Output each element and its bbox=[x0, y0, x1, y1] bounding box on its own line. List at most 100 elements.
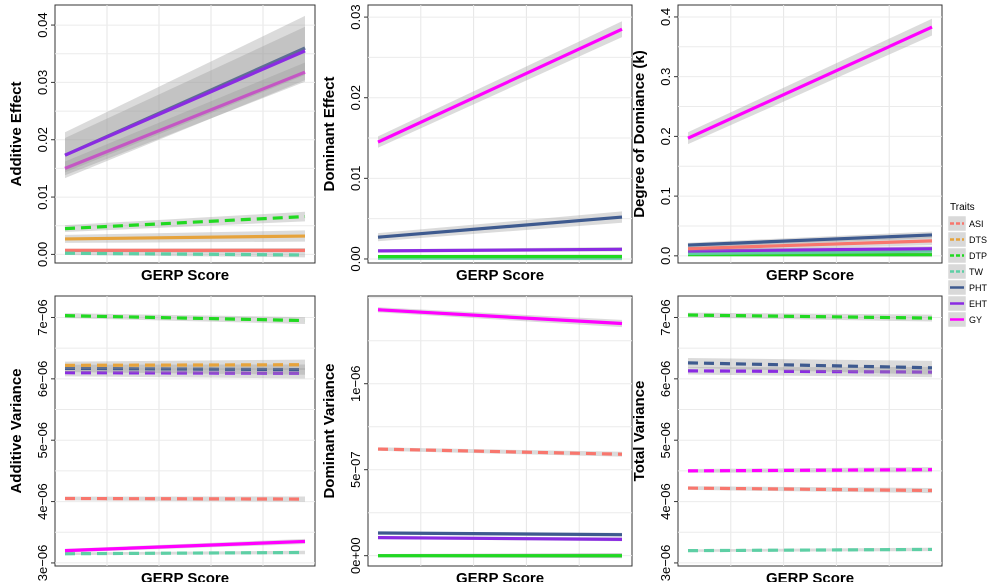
y-tick-label: 6e−06 bbox=[658, 361, 673, 398]
y-tick-label: 4e−06 bbox=[35, 483, 50, 520]
confidence-band-pht bbox=[65, 15, 305, 179]
y-axis-label: Dominant Variance bbox=[321, 363, 338, 498]
chart-panel-1: 0.00 0.01 0.02 0.03 0.04 GERP Score Additive E… bbox=[8, 4, 316, 284]
y-tick-label: 4e−06 bbox=[658, 483, 673, 520]
series-line-eht bbox=[377, 247, 623, 253]
y-tick-label: 0.03 bbox=[348, 4, 363, 29]
confidence-band-pht bbox=[688, 357, 932, 375]
legend-item-tw: TW bbox=[947, 263, 983, 280]
legend-title: Traits bbox=[950, 202, 975, 213]
y-tick-label: 0.1 bbox=[658, 187, 673, 205]
series-line-eht bbox=[377, 536, 623, 541]
series-line-eht bbox=[687, 369, 933, 374]
legend-label: GY bbox=[969, 315, 982, 325]
series-line-dtp bbox=[687, 313, 933, 320]
y-tick-label: 0.01 bbox=[348, 166, 363, 191]
series-line-pht bbox=[377, 215, 623, 239]
y-tick-label: 1e−06 bbox=[348, 365, 363, 402]
y-tick-label: 3e−06 bbox=[658, 545, 673, 582]
plot-area bbox=[54, 295, 316, 567]
y-tick-label: 0.2 bbox=[658, 127, 673, 145]
y-tick-label: 5e−07 bbox=[348, 451, 363, 488]
series-line-gy bbox=[64, 539, 306, 553]
series-line-tw bbox=[687, 249, 933, 256]
series-line-dts bbox=[64, 234, 306, 241]
plot-area bbox=[367, 295, 633, 567]
y-tick-label: 0.00 bbox=[348, 246, 363, 271]
series-line-gy bbox=[687, 25, 933, 140]
legend-item-gy: GY bbox=[947, 311, 982, 328]
legend-label: DTS bbox=[969, 235, 987, 245]
plot-area bbox=[54, 4, 316, 264]
x-axis-label: GERP Score bbox=[141, 267, 229, 284]
legend-label: TW bbox=[969, 267, 983, 277]
y-tick-label: 7e−06 bbox=[35, 299, 50, 336]
series-line-asi bbox=[687, 239, 933, 251]
series-line-gy bbox=[377, 308, 623, 326]
x-axis-label: GERP Score bbox=[766, 267, 854, 284]
legend-item-asi: ASI bbox=[947, 215, 984, 232]
y-tick-label: 0.0 bbox=[658, 247, 673, 265]
series-line-pht bbox=[687, 361, 933, 370]
x-axis-label: GERP Score bbox=[456, 570, 544, 582]
y-axis-label: Total Variance bbox=[631, 381, 648, 482]
confidence-band-eht bbox=[65, 26, 305, 173]
legend-item-dtp: DTP bbox=[947, 247, 987, 264]
y-tick-label: 0.02 bbox=[35, 127, 50, 152]
legend-item-pht: PHT bbox=[947, 279, 988, 296]
legend-label: ASI bbox=[969, 219, 984, 229]
series-line-tw bbox=[687, 547, 933, 553]
plot-area bbox=[677, 295, 943, 567]
chart-panel-4: 3e−06 4e−06 5e−06 6e−06 7e−06 GERP Score Addit… bbox=[8, 295, 316, 582]
series-line-tw bbox=[64, 251, 306, 257]
y-axis-label: Additive Effect bbox=[8, 81, 25, 186]
series-line-asi bbox=[377, 447, 623, 456]
y-tick-label: 0.01 bbox=[35, 184, 50, 209]
series-line-gy bbox=[64, 70, 306, 170]
y-tick-label: 0.03 bbox=[35, 70, 50, 95]
plot-area bbox=[677, 4, 943, 264]
series-line-pht bbox=[687, 233, 933, 247]
series-line-asi bbox=[64, 496, 306, 501]
series-line-asi bbox=[687, 486, 933, 493]
x-axis-label: GERP Score bbox=[141, 570, 229, 582]
y-tick-label: 0.3 bbox=[658, 68, 673, 86]
chart-panel-2: 0.00 0.01 0.02 0.03 GERP Score Dominant Effec… bbox=[321, 4, 633, 284]
legend-item-eht: EHT bbox=[947, 295, 988, 312]
legend-label: PHT bbox=[969, 283, 988, 293]
legend-item-dts: DTS bbox=[947, 231, 987, 248]
y-tick-label: 3e−06 bbox=[35, 545, 50, 582]
series-line-gy bbox=[687, 468, 933, 473]
y-tick-label: 5e−06 bbox=[658, 422, 673, 459]
y-tick-label: 0.4 bbox=[658, 8, 673, 26]
y-axis-label: Dominant Effect bbox=[321, 76, 338, 191]
legend: Traits ASI DTS DTP TW PHT EHT GY bbox=[947, 202, 988, 328]
y-tick-label: 0.00 bbox=[35, 242, 50, 267]
y-tick-label: 7e−06 bbox=[658, 299, 673, 336]
chart-panel-5: 0e+00 5e−07 1e−06 GERP Score Dominant Varian… bbox=[321, 295, 633, 582]
y-tick-label: 0.02 bbox=[348, 85, 363, 110]
y-axis-label: Additive Variance bbox=[8, 368, 25, 493]
x-axis-label: GERP Score bbox=[456, 267, 544, 284]
y-tick-label: 0.04 bbox=[35, 12, 50, 37]
confidence-band-dtp bbox=[688, 312, 932, 322]
legend-label: EHT bbox=[969, 299, 988, 309]
chart-panel-3: 0.0 0.1 0.2 0.3 0.4 GERP Score Degree of Domia… bbox=[631, 4, 943, 284]
series-line-dtp bbox=[64, 214, 306, 231]
legend-label: DTP bbox=[969, 251, 987, 261]
series-line-dtp bbox=[64, 314, 306, 323]
series-line-eht bbox=[64, 49, 306, 157]
chart-panel-6: 3e−06 4e−06 5e−06 6e−06 7e−06 GERP Score Total… bbox=[631, 295, 943, 582]
series-line-eht bbox=[64, 371, 306, 375]
x-axis-label: GERP Score bbox=[766, 570, 854, 582]
y-tick-label: 5e−06 bbox=[35, 422, 50, 459]
y-tick-label: 6e−06 bbox=[35, 361, 50, 398]
y-tick-label: 0e+00 bbox=[348, 537, 363, 574]
series-line-pht bbox=[377, 531, 623, 537]
series-line-pht bbox=[64, 366, 306, 372]
series-line-eht bbox=[687, 247, 933, 253]
confidence-band-eht bbox=[688, 366, 932, 378]
series-line-dts bbox=[64, 363, 306, 367]
y-axis-label: Degree of Domiance (k) bbox=[631, 50, 648, 218]
